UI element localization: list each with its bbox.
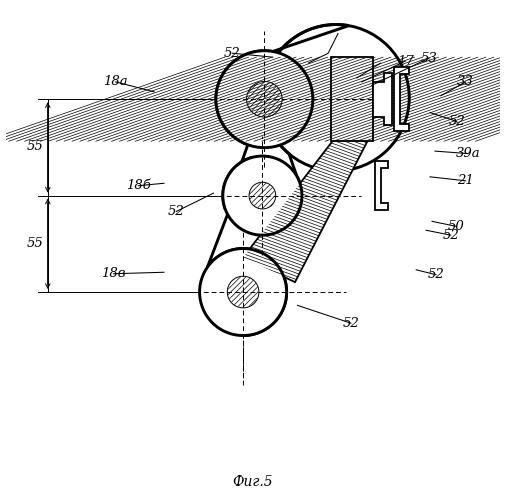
Circle shape xyxy=(216,50,312,148)
Circle shape xyxy=(199,248,286,336)
Circle shape xyxy=(246,82,281,116)
Polygon shape xyxy=(207,24,348,336)
Polygon shape xyxy=(393,67,409,132)
Text: Фиг.5: Фиг.5 xyxy=(232,476,273,490)
Circle shape xyxy=(222,156,301,235)
Text: 52: 52 xyxy=(223,46,240,60)
Text: 39а: 39а xyxy=(455,147,479,160)
Polygon shape xyxy=(374,161,388,210)
Text: 18в: 18в xyxy=(101,267,126,280)
Text: 52: 52 xyxy=(441,228,458,241)
Text: 17: 17 xyxy=(396,54,413,68)
Bar xyxy=(330,57,372,141)
Text: 52: 52 xyxy=(342,316,359,330)
Text: 54: 54 xyxy=(372,56,388,70)
Text: 18а: 18а xyxy=(103,76,128,88)
Text: 21: 21 xyxy=(457,174,473,188)
Text: 55: 55 xyxy=(27,140,44,152)
Circle shape xyxy=(249,182,275,208)
Bar xyxy=(330,57,372,141)
Text: 52: 52 xyxy=(427,268,443,281)
Text: 52: 52 xyxy=(168,205,184,218)
Polygon shape xyxy=(242,138,369,282)
Polygon shape xyxy=(372,73,391,126)
Circle shape xyxy=(248,182,275,209)
Text: 52: 52 xyxy=(447,115,464,128)
Text: 50: 50 xyxy=(446,220,463,233)
Text: 13: 13 xyxy=(329,27,346,40)
Text: 33: 33 xyxy=(457,76,473,88)
Polygon shape xyxy=(242,138,369,282)
Text: 55: 55 xyxy=(27,237,44,250)
Text: 18б: 18б xyxy=(126,179,150,192)
Circle shape xyxy=(263,24,409,171)
Circle shape xyxy=(246,82,282,117)
Text: 53: 53 xyxy=(420,52,436,64)
Circle shape xyxy=(227,276,259,308)
Circle shape xyxy=(227,276,258,308)
